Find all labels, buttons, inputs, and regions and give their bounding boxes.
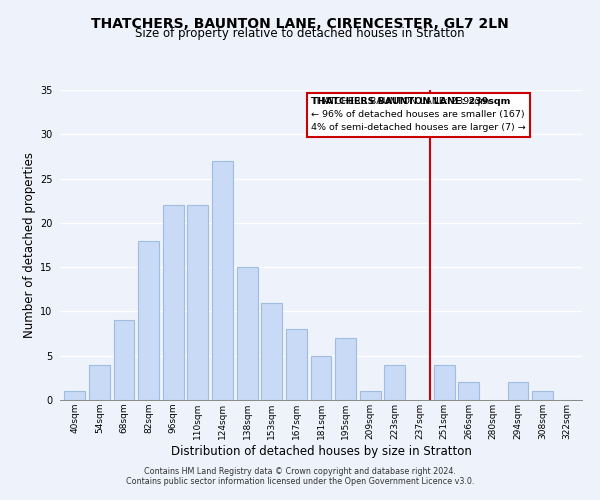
Bar [286, 329, 307, 400]
Bar [360, 391, 381, 400]
Bar [434, 364, 455, 400]
Bar [64, 391, 85, 400]
Bar [385, 364, 406, 400]
Bar [261, 302, 282, 400]
Text: Size of property relative to detached houses in Stratton: Size of property relative to detached ho… [135, 28, 465, 40]
Bar [89, 364, 110, 400]
Bar [163, 205, 184, 400]
Text: THATCHERS BAUNTON LANE: 239sqm
← 96% of detached houses are smaller (167)
4% of : THATCHERS BAUNTON LANE: 239sqm ← 96% of … [311, 97, 526, 132]
Bar [458, 382, 479, 400]
Bar [187, 205, 208, 400]
X-axis label: Distribution of detached houses by size in Stratton: Distribution of detached houses by size … [170, 444, 472, 458]
Bar [532, 391, 553, 400]
Bar [508, 382, 529, 400]
Y-axis label: Number of detached properties: Number of detached properties [23, 152, 35, 338]
Bar [113, 320, 134, 400]
Bar [138, 240, 159, 400]
Text: THATCHERS, BAUNTON LANE, CIRENCESTER, GL7 2LN: THATCHERS, BAUNTON LANE, CIRENCESTER, GL… [91, 18, 509, 32]
Bar [236, 267, 257, 400]
Text: Contains HM Land Registry data © Crown copyright and database right 2024.
Contai: Contains HM Land Registry data © Crown c… [126, 467, 474, 486]
Text: THATCHERS BAUNTON LANE: 239sqm: THATCHERS BAUNTON LANE: 239sqm [311, 97, 511, 127]
Bar [335, 338, 356, 400]
Bar [311, 356, 331, 400]
Bar [212, 161, 233, 400]
